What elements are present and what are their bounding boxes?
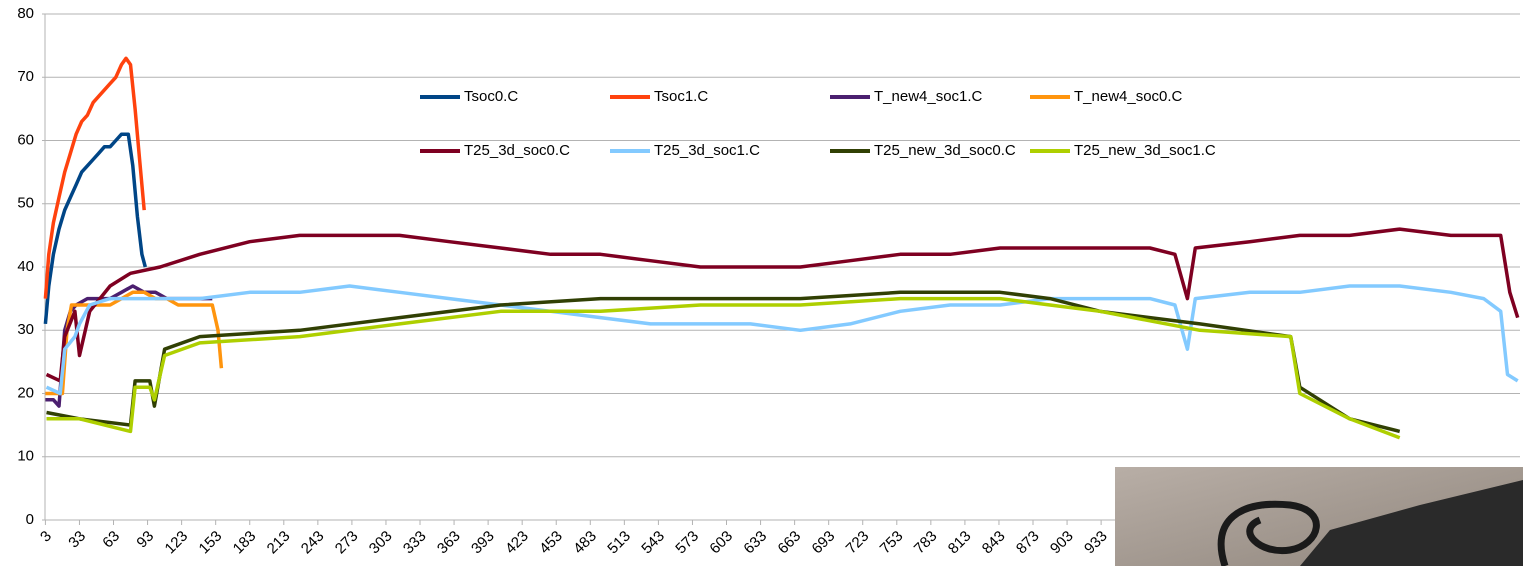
y-tick-label: 0: [26, 511, 34, 528]
x-tick-label: 633: [740, 528, 770, 558]
x-tick-label: 243: [298, 528, 328, 558]
x-tick-label: 3: [37, 528, 55, 546]
y-tick-label: 10: [17, 448, 34, 465]
x-tick-label: 603: [706, 528, 736, 558]
series-line: [47, 292, 1400, 431]
x-tick-label: 753: [877, 528, 907, 558]
x-tick-label: 723: [843, 528, 873, 558]
x-tick-label: 483: [570, 528, 600, 558]
legend-label: T25_new_3d_soc1.C: [1074, 142, 1216, 159]
y-tick-label: 40: [17, 258, 34, 275]
legend: Tsoc0.C Tsoc1.C T_new4_soc1.C T_new4_soc0.C…: [420, 88, 1216, 159]
x-tick-label: 423: [502, 528, 532, 558]
x-tick-label: 903: [1047, 528, 1077, 558]
series-line: [45, 58, 144, 298]
photo-overlay: [1115, 467, 1523, 566]
x-tick-label: 873: [1013, 528, 1043, 558]
x-tick-label: 123: [162, 528, 192, 558]
x-tick-label: 843: [979, 528, 1009, 558]
x-tick-label: 573: [672, 528, 702, 558]
legend-label: T25_3d_soc0.C: [464, 142, 570, 159]
x-tick-label: 393: [468, 528, 498, 558]
y-tick-label: 60: [17, 131, 34, 148]
x-tick-label: 183: [230, 528, 260, 558]
x-tick-label: 513: [604, 528, 634, 558]
legend-label: T25_new_3d_soc0.C: [874, 142, 1016, 159]
y-tick-label: 50: [17, 195, 34, 212]
x-tick-label: 453: [536, 528, 566, 558]
y-tick-label: 70: [17, 68, 34, 85]
x-tick-label: 93: [133, 528, 157, 552]
legend-label: T25_3d_soc1.C: [654, 142, 760, 159]
x-tick-label: 213: [264, 528, 294, 558]
y-tick-label: 30: [17, 321, 34, 338]
x-tick-label: 273: [332, 528, 362, 558]
x-tick-label: 543: [638, 528, 668, 558]
y-tick-label: 80: [17, 5, 34, 22]
legend-label: Tsoc0.C: [464, 88, 518, 105]
x-tick-label: 813: [945, 528, 975, 558]
legend-label: T_new4_soc1.C: [874, 88, 983, 105]
x-tick-label: 63: [99, 528, 123, 552]
chart: 0102030405060708033363931231531832132432…: [0, 0, 1523, 566]
x-tick-label: 333: [400, 528, 430, 558]
legend-label: T_new4_soc0.C: [1074, 88, 1183, 105]
y-tick-label: 20: [17, 384, 34, 401]
x-tick-label: 303: [366, 528, 396, 558]
x-tick-label: 363: [434, 528, 464, 558]
x-tick-label: 783: [911, 528, 941, 558]
x-tick-label: 663: [775, 528, 805, 558]
legend-label: Tsoc1.C: [654, 88, 708, 105]
x-tick-label: 933: [1081, 528, 1111, 558]
series-line: [47, 299, 1400, 438]
x-tick-label: 153: [196, 528, 226, 558]
x-tick-label: 693: [809, 528, 839, 558]
x-tick-label: 33: [65, 528, 89, 552]
